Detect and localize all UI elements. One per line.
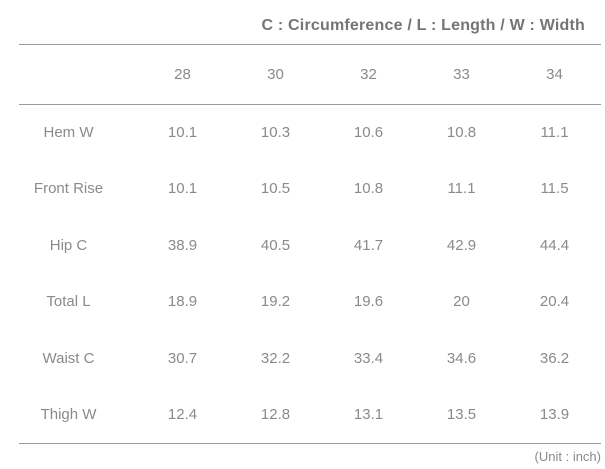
measurement-cell: 10.1	[167, 180, 198, 198]
measurement-cell: 10.5	[260, 180, 291, 198]
size-column-header: 32	[322, 45, 415, 105]
row-label: Hip C	[49, 236, 88, 254]
size-table: 28 30 32 33 34 Hem W 10.1 10.3 10.6 10.8…	[19, 45, 601, 444]
table-row-waist-c: Waist C 30.7 32.2 33.4 34.6 36.2	[19, 330, 601, 387]
row-label: Hem W	[43, 124, 94, 141]
table-row-hem-w: Hem W 10.1 10.3 10.6 10.8 11.1	[19, 104, 601, 161]
table-row-total-l: Total L 18.9 19.2 19.6 20 20.4	[19, 274, 601, 331]
measurement-cell: 13.9	[508, 386, 601, 444]
measurement-cell: 13.5	[415, 386, 508, 444]
row-label: Waist C	[42, 349, 95, 367]
measurement-cell: 18.9	[167, 293, 198, 311]
measurement-cell: 44.4	[539, 236, 570, 254]
measurement-cell: 34.6	[446, 349, 477, 367]
measurement-cell: 12.8	[229, 386, 322, 444]
measurement-cell: 30.7	[167, 349, 198, 367]
size-column-header: 30	[229, 45, 322, 105]
table-row-front-rise: Front Rise 10.1 10.5 10.8 11.1 11.5	[19, 161, 601, 218]
measurement-cell: 20	[453, 293, 470, 311]
measurement-cell: 10.1	[167, 124, 198, 141]
size-column-header: 34	[508, 45, 601, 105]
size-chart: C : Circumference / L : Length / W : Wid…	[19, 0, 601, 464]
measurement-cell: 41.7	[353, 236, 384, 254]
measurement-cell: 10.6	[353, 124, 384, 141]
table-row-hip-c: Hip C 38.9 40.5 41.7 42.9 44.4	[19, 217, 601, 274]
table-row-thigh-w: Thigh W 12.4 12.8 13.1 13.5 13.9	[19, 386, 601, 444]
measurement-cell: 10.3	[260, 124, 291, 141]
measurement-cell: 11.1	[447, 180, 476, 198]
measurement-cell: 42.9	[446, 236, 477, 254]
measurement-cell: 11.1	[540, 124, 569, 141]
unit-note: (Unit : inch)	[534, 448, 601, 464]
measurement-cell: 32.2	[260, 349, 291, 367]
size-column-header: 28	[136, 45, 229, 105]
measurement-cell: 40.5	[260, 236, 291, 254]
measurement-cell: 19.6	[353, 293, 384, 311]
row-label: Thigh W	[19, 386, 136, 444]
measurement-cell: 10.8	[353, 180, 384, 198]
measurement-cell: 20.4	[539, 293, 570, 311]
measurement-cell: 36.2	[539, 349, 570, 367]
size-chart-legend-title: C : Circumference / L : Length / W : Wid…	[19, 0, 601, 45]
measurement-cell: 38.9	[167, 236, 198, 254]
corner-cell	[19, 45, 136, 105]
measurement-cell: 11.5	[540, 180, 569, 198]
measurement-cell: 13.1	[322, 386, 415, 444]
measurement-cell: 19.2	[260, 293, 291, 311]
measurement-cell: 10.8	[446, 124, 477, 141]
row-label: Front Rise	[33, 180, 104, 198]
measurement-cell: 33.4	[353, 349, 384, 367]
size-column-header: 33	[415, 45, 508, 105]
row-label: Total L	[46, 293, 91, 311]
size-header-row: 28 30 32 33 34	[19, 45, 601, 105]
measurement-cell: 12.4	[136, 386, 229, 444]
